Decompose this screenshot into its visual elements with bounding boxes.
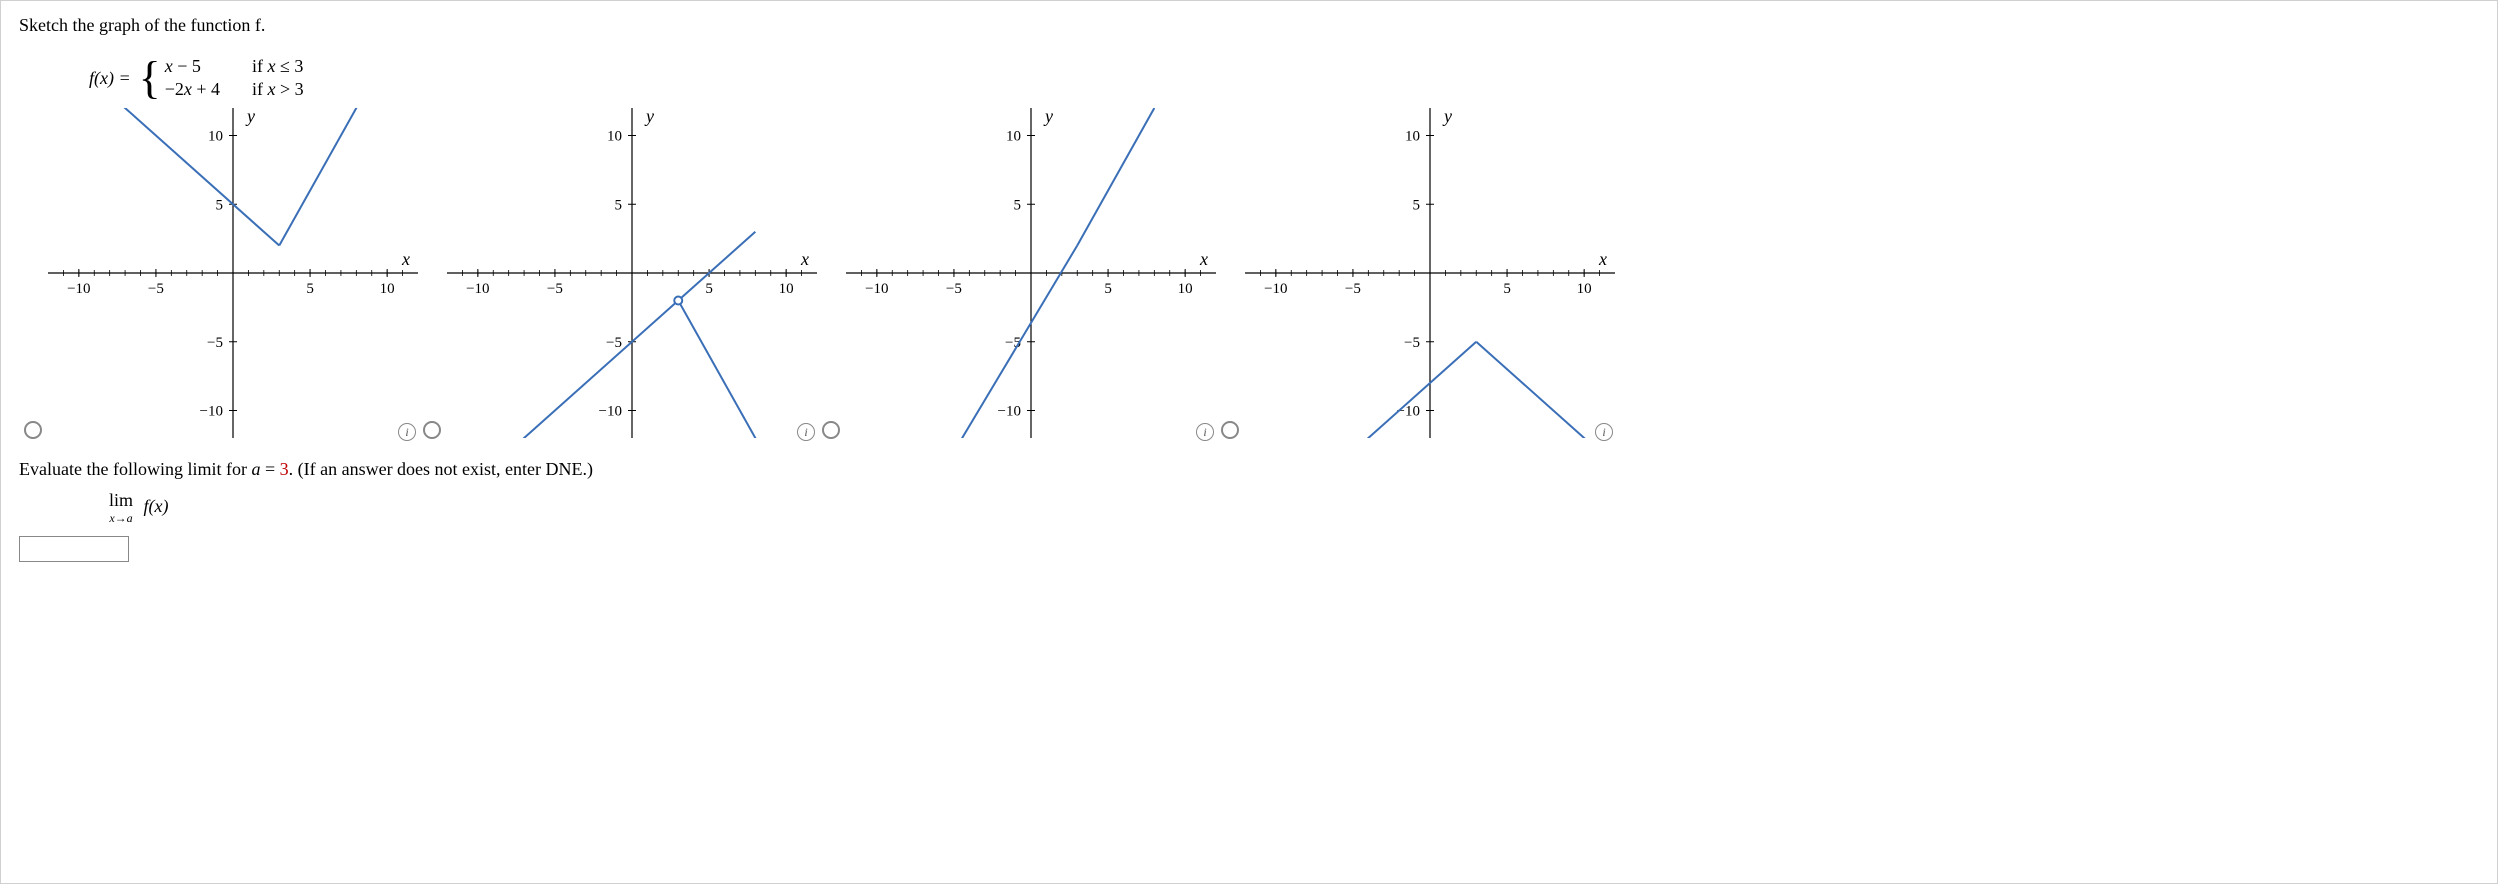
chart-A: −10 −10 −5 −5 5 5 10 10 x y i (48, 108, 418, 443)
chart-B: −10 −10 −5 −5 5 5 10 10 x y i (447, 108, 817, 443)
eval-text-pre: Evaluate the following limit for (19, 459, 251, 479)
prompt-text: Sketch the graph of the function f. (19, 15, 2479, 36)
chart-D: −10 −10 −5 −5 5 5 10 10 x y i (1245, 108, 1615, 443)
lim-fn: f(x) (144, 496, 169, 516)
svg-text:x: x (401, 249, 410, 269)
limit-expression: lim x→a f(x) (109, 490, 2479, 526)
chart-option-D[interactable]: −10 −10 −5 −5 5 5 10 10 x y i (1216, 108, 1615, 443)
lim-stack: lim x→a (109, 490, 133, 526)
svg-text:x: x (1598, 249, 1607, 269)
question-container: Sketch the graph of the function f. f(x)… (0, 0, 2498, 884)
svg-text:5: 5 (216, 197, 224, 213)
svg-text:10: 10 (1405, 129, 1420, 145)
svg-text:10: 10 (1006, 129, 1021, 145)
info-icon[interactable]: i (398, 423, 416, 441)
svg-text:y: y (1043, 108, 1053, 126)
brace-glyph: { (139, 60, 161, 97)
lim-var: x (109, 511, 114, 525)
svg-text:−10: −10 (599, 404, 622, 420)
radio-D[interactable] (1221, 421, 1239, 439)
eval-a-value: 3 (280, 459, 289, 479)
svg-text:10: 10 (208, 129, 223, 145)
answer-input[interactable] (19, 536, 129, 562)
chart-option-C[interactable]: −10−10−5−5551010xyi (817, 108, 1216, 443)
svg-text:−5: −5 (148, 281, 164, 297)
info-icon[interactable]: i (797, 423, 815, 441)
svg-text:5: 5 (1413, 197, 1421, 213)
svg-text:10: 10 (1577, 281, 1592, 297)
svg-text:−10: −10 (998, 404, 1021, 420)
fn-lhs: f(x) = (89, 68, 131, 89)
svg-text:10: 10 (380, 281, 395, 297)
svg-text:5: 5 (705, 281, 713, 297)
evaluate-section: Evaluate the following limit for a = 3. … (19, 459, 2479, 562)
chart-options-row: −10−10−5−5551010xyi−10−10−5−5551010xyi−1… (19, 108, 2479, 443)
eval-text-post: . (If an answer does not exist, enter DN… (289, 459, 593, 479)
svg-text:−5: −5 (207, 335, 223, 351)
svg-text:x: x (800, 249, 809, 269)
evaluate-prompt: Evaluate the following limit for a = 3. … (19, 459, 2479, 480)
svg-text:5: 5 (1503, 281, 1511, 297)
svg-text:−5: −5 (946, 281, 962, 297)
chart-option-B[interactable]: −10 −10 −5 −5 5 5 10 10 x y i (418, 108, 817, 443)
svg-text:−10: −10 (865, 281, 888, 297)
lim-top: lim (109, 490, 133, 511)
svg-text:−5: −5 (547, 281, 563, 297)
eval-a-eq: = (260, 459, 279, 479)
info-icon[interactable]: i (1595, 423, 1613, 441)
radio-A[interactable] (24, 421, 42, 439)
piecewise-definition: f(x) = { x − 5 if x ≤ 3 −2x + 4 if x > 3 (89, 56, 2479, 100)
svg-text:−10: −10 (1264, 281, 1287, 297)
svg-text:−10: −10 (466, 281, 489, 297)
svg-text:−10: −10 (1397, 404, 1420, 420)
radio-B[interactable] (423, 421, 441, 439)
svg-text:10: 10 (1178, 281, 1193, 297)
svg-text:5: 5 (1104, 281, 1112, 297)
svg-text:10: 10 (779, 281, 794, 297)
piecewise-grid: x − 5 if x ≤ 3 −2x + 4 if x > 3 (165, 56, 304, 100)
radio-C[interactable] (822, 421, 840, 439)
svg-text:−10: −10 (200, 404, 223, 420)
svg-text:−5: −5 (1345, 281, 1361, 297)
svg-text:y: y (644, 108, 654, 126)
info-icon[interactable]: i (1196, 423, 1214, 441)
svg-text:−5: −5 (1404, 335, 1420, 351)
svg-text:10: 10 (607, 129, 622, 145)
chart-C: −10−10−5−5551010xyi (846, 108, 1216, 443)
svg-text:−5: −5 (606, 335, 622, 351)
svg-text:y: y (245, 108, 255, 126)
chart-option-A[interactable]: −10 −10 −5 −5 5 5 10 10 x y i (19, 108, 418, 443)
svg-text:x: x (1199, 249, 1208, 269)
svg-text:5: 5 (1014, 197, 1022, 213)
svg-text:−10: −10 (67, 281, 90, 297)
svg-text:5: 5 (306, 281, 314, 297)
svg-text:5: 5 (615, 197, 623, 213)
svg-text:y: y (1442, 108, 1452, 126)
lim-a: a (127, 511, 133, 525)
